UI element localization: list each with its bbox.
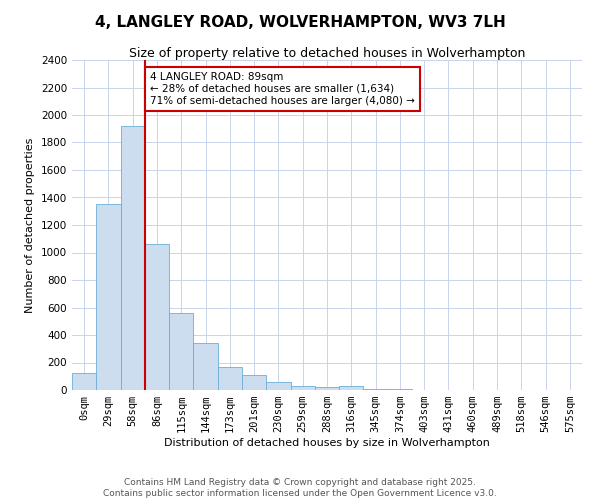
Bar [193, 343, 218, 390]
X-axis label: Distribution of detached houses by size in Wolverhampton: Distribution of detached houses by size … [164, 438, 490, 448]
Text: Contains HM Land Registry data © Crown copyright and database right 2025.
Contai: Contains HM Land Registry data © Crown c… [103, 478, 497, 498]
Y-axis label: Number of detached properties: Number of detached properties [25, 138, 35, 312]
Bar [242, 375, 266, 390]
Bar [364, 388, 388, 390]
Title: Size of property relative to detached houses in Wolverhampton: Size of property relative to detached ho… [129, 47, 525, 60]
Bar [72, 373, 96, 390]
Bar [96, 204, 121, 390]
Bar [315, 387, 339, 390]
Text: 4 LANGLEY ROAD: 89sqm
← 28% of detached houses are smaller (1,634)
71% of semi-d: 4 LANGLEY ROAD: 89sqm ← 28% of detached … [150, 72, 415, 106]
Bar [290, 386, 315, 390]
Bar [169, 313, 193, 390]
Bar [339, 386, 364, 390]
Text: 4, LANGLEY ROAD, WOLVERHAMPTON, WV3 7LH: 4, LANGLEY ROAD, WOLVERHAMPTON, WV3 7LH [95, 15, 505, 30]
Bar [266, 382, 290, 390]
Bar [145, 244, 169, 390]
Bar [121, 126, 145, 390]
Bar [218, 368, 242, 390]
